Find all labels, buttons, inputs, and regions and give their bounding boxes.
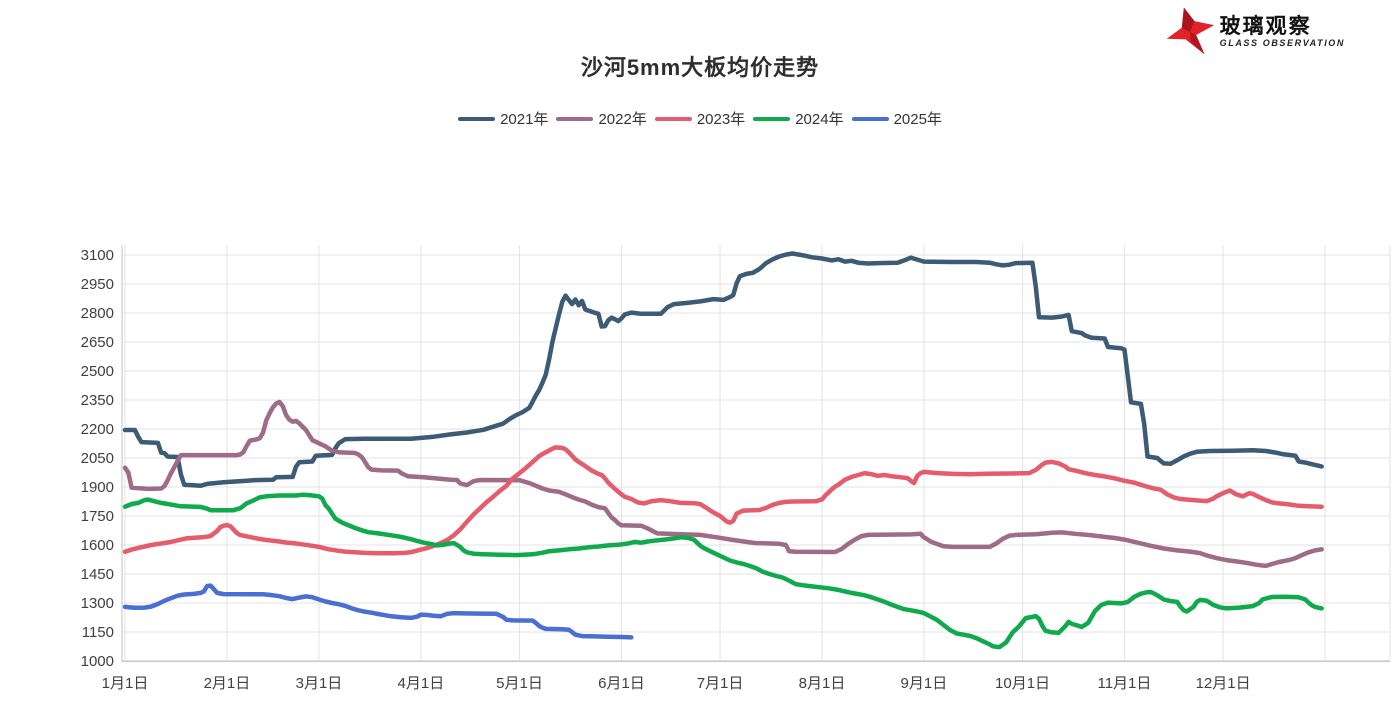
x-tick-label: 4月1日 [398,675,445,692]
y-tick-label: 2650 [81,334,114,351]
x-tick-label: 11月1日 [1097,675,1151,692]
y-tick-label: 1900 [81,479,114,496]
y-tick-label: 1150 [82,624,114,641]
brand-logo-text: 玻璃观察 GLASS OBSERVATION [1219,14,1345,49]
x-tick-label: 6月1日 [598,675,645,692]
legend-swatch-icon [556,116,594,121]
x-tick-label: 9月1日 [901,675,948,692]
brand-logo: 玻璃观察 GLASS OBSERVATION [1164,6,1345,58]
y-tick-label: 3100 [81,247,114,264]
red-star-logo-icon [1166,7,1214,55]
y-tick-label: 1000 [81,653,114,670]
y-tick-label: 2950 [81,276,114,293]
legend-label: 2022年 [598,111,647,128]
legend-item-2025年: 2025年 [851,108,942,129]
y-tick-label: 2350 [81,392,114,409]
legend-item-2022年: 2022年 [556,108,647,129]
legend-label: 2025年 [893,111,942,128]
legend-item-2021年: 2021年 [458,108,548,129]
y-tick-label: 1300 [81,595,114,612]
page-title: 沙河5mm大板均价走势 [580,55,820,80]
y-tick-label: 2800 [81,305,114,322]
x-tick-label: 1月1日 [102,675,149,692]
x-tick-label: 3月1日 [296,675,343,692]
legend-label: 2021年 [500,111,549,128]
y-tick-label: 2050 [81,450,114,467]
y-tick-label: 2500 [81,363,114,380]
y-tick-label: 1450 [81,566,114,583]
y-tick-label: 2200 [81,421,114,438]
legend-swatch-icon [851,116,889,121]
legend-swatch-icon [458,116,496,121]
brand-name-en: GLASS OBSERVATION [1219,37,1345,48]
legend-item-2023年: 2023年 [654,108,746,129]
legend-label: 2023年 [696,111,746,128]
x-tick-label: 8月1日 [799,675,846,692]
chart-legend: 2021年 2022年 2023年 2024年 2025年 [0,108,1400,129]
series-line-2021年 [122,251,1324,489]
series-line-2022年 [122,399,1324,569]
y-tick-label: 1750 [81,508,114,525]
series-line-2024年 [122,492,1324,650]
series-line-2023年 [122,445,1324,556]
brand-name-cn: 玻璃观察 [1219,14,1312,38]
legend-label: 2024年 [795,111,844,128]
legend-swatch-icon [654,116,692,121]
series-line-2025年 [122,583,634,640]
y-tick-label: 1600 [81,537,114,554]
legend-swatch-icon [753,116,791,121]
x-tick-label: 12月1日 [1196,675,1251,692]
x-tick-label: 5月1日 [496,675,543,692]
x-tick-label: 7月1日 [697,675,744,692]
x-tick-label: 2月1日 [204,675,251,692]
legend-item-2024年: 2024年 [753,108,844,129]
x-tick-label: 10月1日 [995,675,1050,692]
